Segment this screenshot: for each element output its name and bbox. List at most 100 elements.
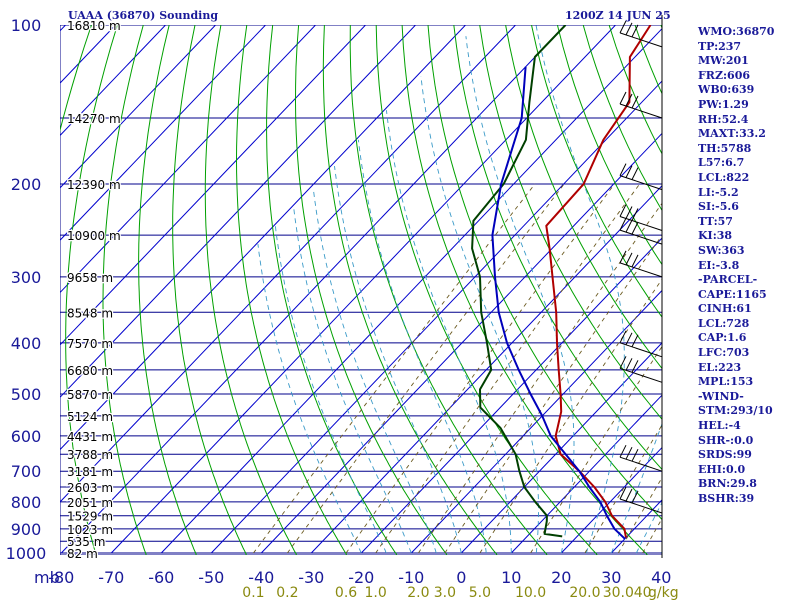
dry-adiabat xyxy=(556,25,662,266)
index-line: SW:363 xyxy=(698,243,745,257)
index-line: MPL:153 xyxy=(698,375,754,389)
dry-adiabat xyxy=(479,25,662,420)
isotherm-line xyxy=(560,446,662,554)
dry-adiabat xyxy=(453,25,662,471)
mixing-ratio-label: 0.1 xyxy=(242,585,264,600)
temperature-tick-label: 0 xyxy=(456,568,466,587)
temperature-tick-label: -40 xyxy=(248,568,274,587)
index-line: MW:201 xyxy=(698,54,749,68)
isotherm-line xyxy=(60,25,466,451)
pressure-tick-label: 700 xyxy=(11,462,42,481)
pressure-tick-label: 600 xyxy=(11,427,42,446)
index-line: LFC:703 xyxy=(698,346,750,360)
height-label: 7570 m xyxy=(67,337,113,351)
isotherm-line xyxy=(460,342,662,554)
dry-adiabat xyxy=(65,25,118,555)
isotherm-line xyxy=(260,132,662,554)
index-line: EHI:0.0 xyxy=(698,462,746,476)
pressure-tick-label: 500 xyxy=(11,385,42,404)
temperature-tick-label: -70 xyxy=(98,568,124,587)
index-line: KI:38 xyxy=(698,229,733,243)
temperature-tick-label: 40 xyxy=(651,568,671,587)
pressure-tick-label: 1000 xyxy=(6,544,47,563)
moist-adiabat xyxy=(312,189,437,554)
isotherm-line xyxy=(60,25,516,503)
mixing-ratio-label: 1.0 xyxy=(365,585,387,600)
mixing-ratio-label: 20.0 xyxy=(569,585,600,600)
wind-barb xyxy=(619,204,663,231)
index-line: CINH:61 xyxy=(698,302,752,316)
index-line: SI:-5.6 xyxy=(698,200,739,214)
mixing-ratio-line xyxy=(444,234,662,554)
pressure-tick-label: 100 xyxy=(11,16,42,35)
isotherm-line xyxy=(510,394,662,554)
temperature-tick-label: -60 xyxy=(148,568,174,587)
wind-barb xyxy=(619,444,663,472)
mixing-ratio-line xyxy=(418,202,662,554)
index-line: PW:1.29 xyxy=(698,97,749,111)
moist-adiabat xyxy=(535,25,625,554)
index-line: WB0:639 xyxy=(698,83,755,97)
parcel-trace xyxy=(491,66,626,540)
isotherm-line xyxy=(60,25,216,189)
isotherm-line xyxy=(60,25,416,399)
moist-adiabat xyxy=(420,76,539,554)
mixing-ratio-label: 2.0 xyxy=(407,585,429,600)
index-line: EL:223 xyxy=(698,360,742,374)
temperature-tick-label: 10 xyxy=(501,568,521,587)
wind-barb xyxy=(619,330,663,358)
mixing-ratio-line xyxy=(253,183,536,554)
index-line: WMO:36870 xyxy=(698,25,775,38)
height-label: 8548 m xyxy=(67,306,113,320)
wind-barb xyxy=(619,217,663,245)
isotherm-line xyxy=(360,237,662,554)
valid-time: 1200Z 14 JUN 25 xyxy=(565,9,671,22)
temperature-trace xyxy=(545,25,652,538)
pressure-tick-label: 400 xyxy=(11,334,42,353)
isobar-isotherm-grid xyxy=(60,25,662,555)
temperature-tick-label: 30 xyxy=(601,568,621,587)
index-line: TT:57 xyxy=(698,214,733,228)
index-line: SRDS:99 xyxy=(698,448,752,462)
mixing-ratio-label: 3.0 xyxy=(434,585,456,600)
mixing-ratio-label: 10.0 xyxy=(515,585,546,600)
dry-adiabat xyxy=(235,25,348,555)
height-label: 1023 m xyxy=(67,523,113,537)
index-line: -PARCEL- xyxy=(698,273,758,287)
dry-adiabat xyxy=(266,25,398,555)
dry-adiabat xyxy=(322,25,498,555)
wind-barb xyxy=(619,250,663,278)
mixing-ratio-line xyxy=(375,183,641,554)
height-label: 4431 m xyxy=(67,430,113,444)
index-line: EI:-3.8 xyxy=(698,258,740,272)
wind-barb xyxy=(619,356,663,383)
moist-adiabat xyxy=(257,244,362,554)
height-label: 3788 m xyxy=(67,448,113,462)
moist-adiabats xyxy=(257,25,662,554)
moist-adiabat xyxy=(334,166,462,554)
dry-adiabat xyxy=(778,1,800,564)
isotherm-line xyxy=(60,25,316,294)
index-line: CAPE:1165 xyxy=(698,287,767,301)
index-line: -WIND- xyxy=(698,389,744,403)
pressure-tick-label: 900 xyxy=(11,520,42,539)
pressure-tick-label: 300 xyxy=(11,268,42,287)
isotherm-line xyxy=(60,25,266,241)
moist-adiabat xyxy=(385,110,512,553)
temperature-tick-label: 20 xyxy=(551,568,571,587)
height-label: 6680 m xyxy=(67,364,113,378)
mixing-ratio-line xyxy=(345,183,615,554)
dry-adiabat xyxy=(349,25,548,555)
temperature-tick-label: -10 xyxy=(398,568,424,587)
wind-barb xyxy=(619,20,663,48)
isotherm-line xyxy=(160,27,662,554)
index-line: L57:6.7 xyxy=(698,156,745,170)
wind-barb xyxy=(619,163,663,191)
index-line: SHR-:0.0 xyxy=(698,433,754,447)
mixing-ratio-label: 30.0 xyxy=(603,585,634,600)
height-label: 12390 m xyxy=(67,178,121,192)
mixing-ratio-line xyxy=(530,345,662,554)
dry-adiabats xyxy=(60,1,800,564)
mixing-ratio-label: 0.6 xyxy=(335,585,357,600)
height-label: 2051 m xyxy=(67,496,113,510)
